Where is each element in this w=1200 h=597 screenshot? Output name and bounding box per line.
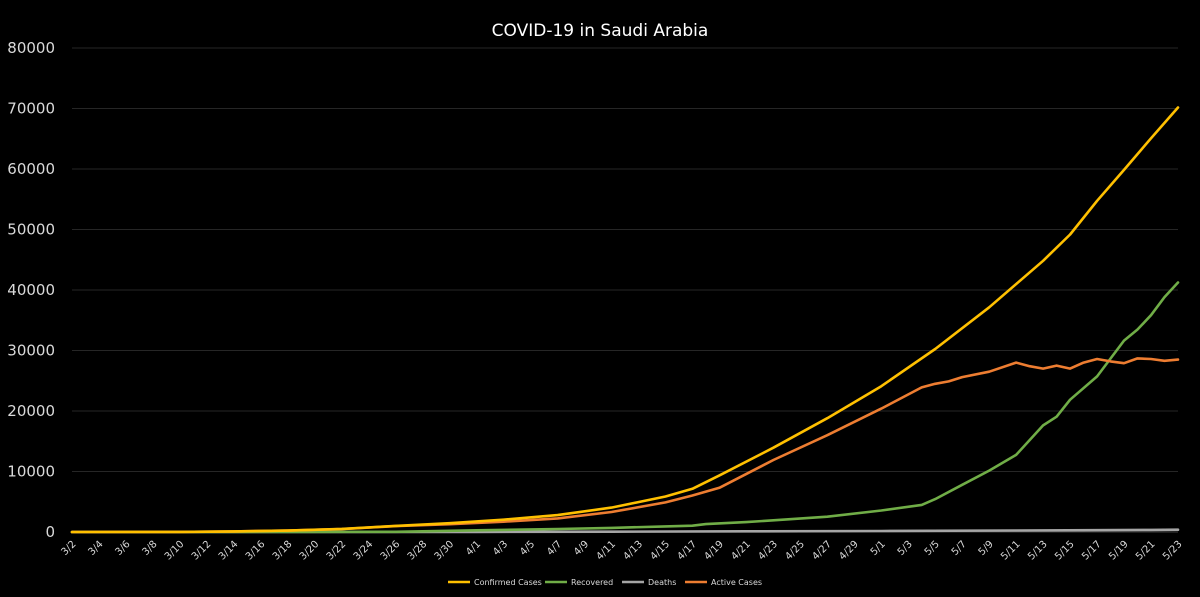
x-tick-label: 4/15 bbox=[648, 539, 672, 563]
y-tick-label: 80000 bbox=[7, 39, 55, 57]
x-tick-label: 5/9 bbox=[977, 539, 996, 558]
x-tick-label: 3/26 bbox=[379, 539, 403, 563]
y-tick-label: 20000 bbox=[7, 402, 55, 420]
x-tick-label: 3/8 bbox=[140, 539, 159, 558]
x-tick-label: 4/1 bbox=[464, 539, 483, 558]
y-tick-label: 30000 bbox=[7, 342, 55, 360]
y-tick-label: 50000 bbox=[7, 221, 55, 239]
y-tick-label: 40000 bbox=[7, 281, 55, 299]
x-tick-label: 4/11 bbox=[594, 539, 618, 563]
x-tick-label: 4/7 bbox=[545, 539, 564, 558]
x-tick-label: 5/11 bbox=[999, 539, 1023, 563]
x-tick-label: 3/20 bbox=[298, 539, 322, 563]
y-tick-label: 60000 bbox=[7, 160, 55, 178]
x-tick-label: 3/22 bbox=[325, 539, 349, 563]
x-tick-label: 5/1 bbox=[869, 539, 888, 558]
y-tick-label: 0 bbox=[45, 523, 55, 541]
x-tick-label: 4/25 bbox=[783, 539, 807, 563]
x-tick-label: 3/6 bbox=[113, 539, 132, 558]
legend-label-deaths: Deaths bbox=[648, 578, 676, 587]
series-line-confirmed-cases bbox=[70, 106, 1180, 534]
legend: Confirmed Cases Recovered Deaths Active Cas… bbox=[448, 578, 762, 587]
x-tick-label: 4/13 bbox=[621, 539, 645, 563]
x-axis-ticks: 3/2 3/4 3/6 3/8 3/10 3/12 3/14 3/16 3/18 3/20 3/22… bbox=[59, 539, 1184, 563]
grid-lines bbox=[72, 47, 1178, 533]
y-tick-label: 70000 bbox=[7, 100, 55, 118]
x-tick-label: 5/17 bbox=[1080, 539, 1104, 563]
chart-title: COVID-19 in Saudi Arabia bbox=[492, 21, 709, 41]
x-tick-label: 4/21 bbox=[729, 539, 753, 563]
x-tick-label: 5/5 bbox=[923, 539, 942, 558]
x-tick-label: 5/7 bbox=[950, 539, 969, 558]
x-tick-label: 3/4 bbox=[86, 539, 105, 558]
x-tick-label: 3/18 bbox=[271, 539, 295, 563]
x-tick-label: 5/19 bbox=[1107, 539, 1131, 563]
legend-label-confirmed-cases: Confirmed Cases bbox=[474, 578, 542, 587]
x-tick-label: 4/27 bbox=[810, 539, 834, 563]
x-tick-label: 4/23 bbox=[756, 539, 780, 563]
x-tick-label: 3/24 bbox=[352, 539, 376, 563]
x-tick-label: 4/5 bbox=[518, 539, 537, 558]
x-tick-label: 4/3 bbox=[491, 539, 510, 558]
x-tick-label: 3/14 bbox=[217, 539, 241, 563]
x-tick-label: 4/29 bbox=[837, 539, 861, 563]
legend-label-recovered: Recovered bbox=[571, 578, 613, 587]
series-lines bbox=[70, 106, 1180, 534]
x-tick-label: 4/17 bbox=[675, 539, 699, 563]
x-tick-label: 5/15 bbox=[1053, 539, 1077, 563]
x-tick-label: 3/16 bbox=[244, 539, 268, 563]
legend-label-active-cases: Active Cases bbox=[711, 578, 762, 587]
x-tick-label: 3/28 bbox=[406, 539, 430, 563]
x-tick-label: 5/13 bbox=[1026, 539, 1050, 563]
y-tick-label: 10000 bbox=[7, 463, 55, 481]
x-tick-label: 4/9 bbox=[572, 539, 591, 558]
x-tick-label: 5/21 bbox=[1134, 539, 1158, 563]
y-axis-ticks: 0 10000 20000 30000 40000 50000 60000 70000 8000… bbox=[7, 39, 55, 541]
x-tick-label: 5/23 bbox=[1161, 539, 1185, 563]
x-tick-label: 3/12 bbox=[190, 539, 214, 563]
x-tick-label: 5/3 bbox=[896, 539, 915, 558]
x-tick-label: 3/10 bbox=[163, 539, 187, 563]
x-tick-label: 3/2 bbox=[59, 539, 78, 558]
x-tick-label: 3/30 bbox=[433, 539, 457, 563]
x-tick-label: 4/19 bbox=[702, 539, 726, 563]
series-line-recovered bbox=[70, 281, 1180, 534]
